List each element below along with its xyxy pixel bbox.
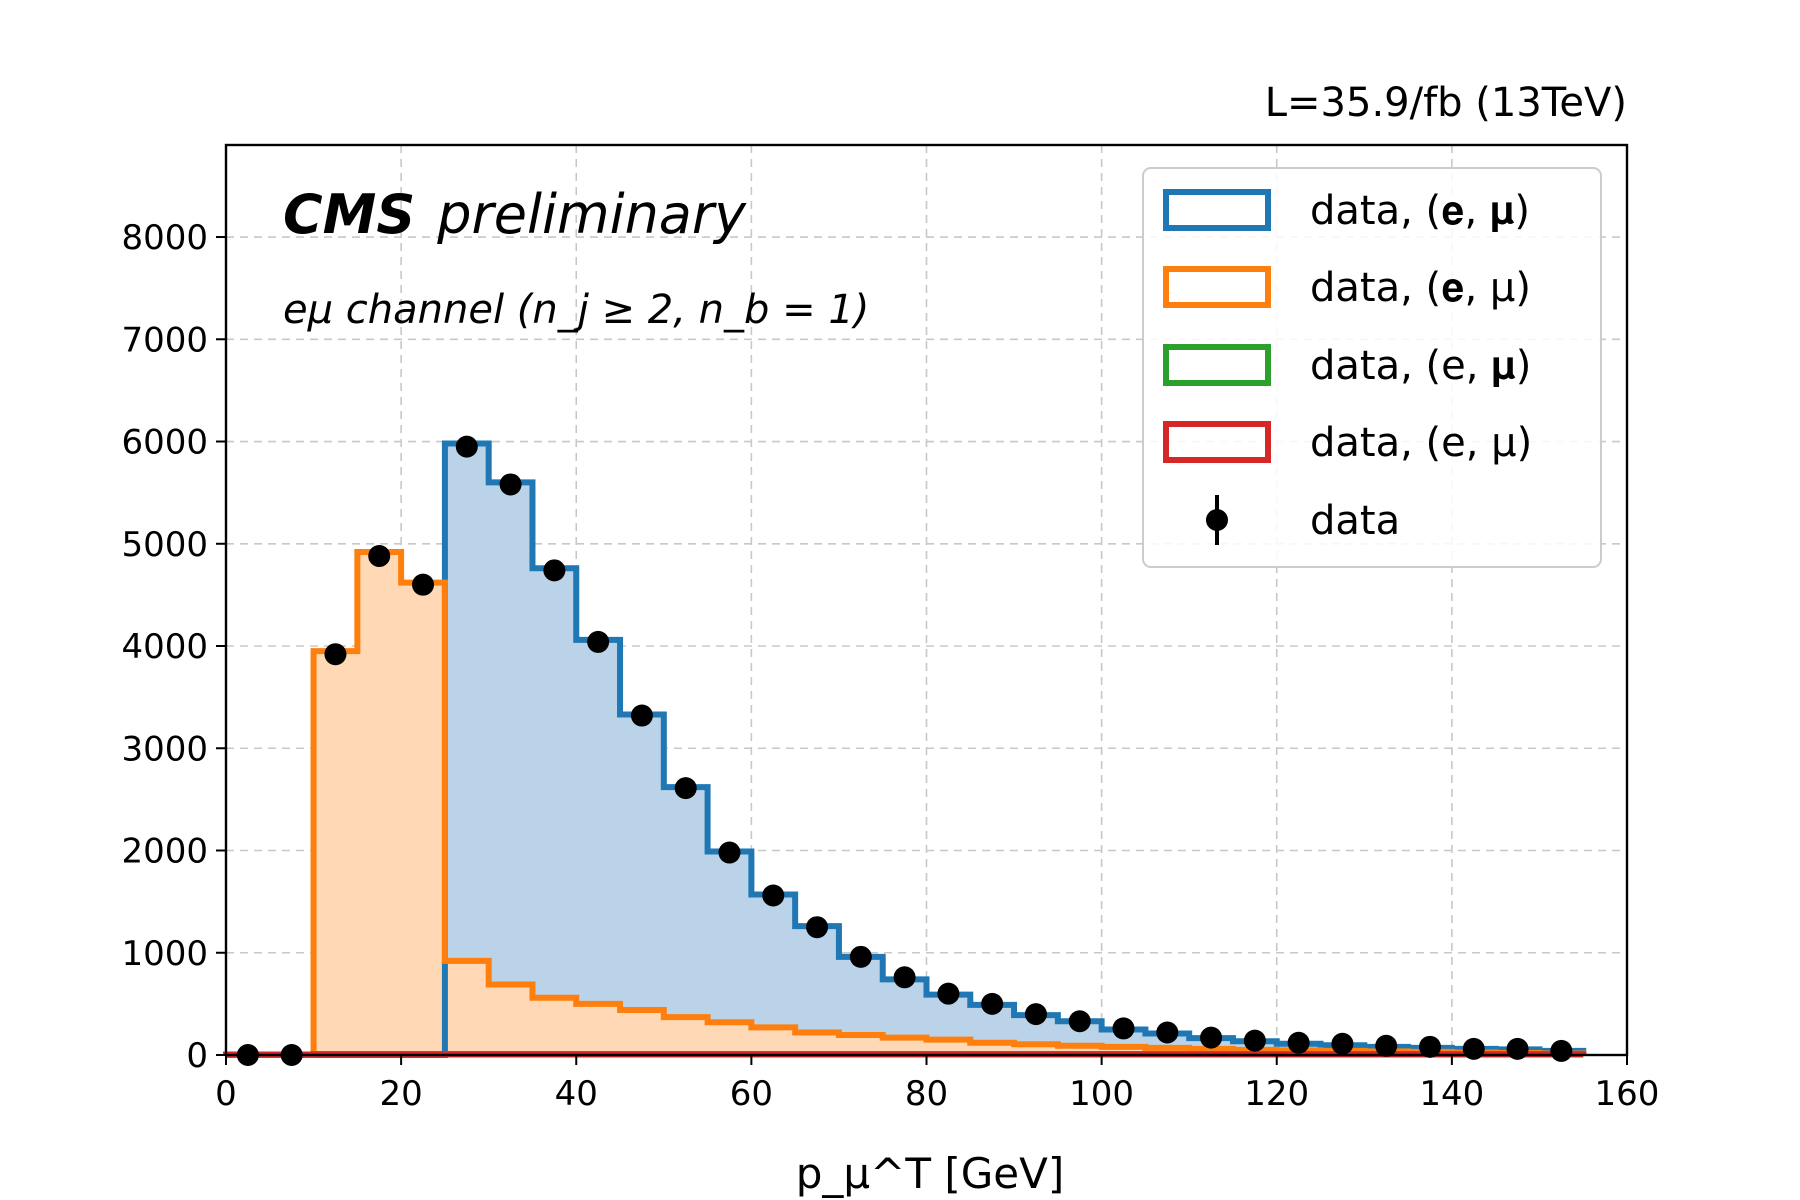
data-point: [849, 945, 872, 968]
data-point: [937, 982, 960, 1005]
data-point: [1375, 1034, 1398, 1057]
data-point: [1024, 1003, 1047, 1026]
data-point: [1112, 1017, 1135, 1040]
channel-label: eμ channel (n_j ≥ 2, n_b = 1): [283, 287, 869, 333]
data-point: [674, 777, 697, 800]
luminosity-label: L=35.9/fb (13TeV): [1265, 80, 1627, 126]
data-point: [630, 704, 653, 727]
data-point: [499, 473, 522, 496]
data-point: [1418, 1035, 1441, 1058]
y-tick-label: 7000: [121, 320, 208, 360]
data-point: [587, 630, 610, 653]
data-point: [893, 966, 916, 989]
data-point: [1506, 1037, 1529, 1060]
data-point: [1068, 1010, 1091, 1033]
y-tick-label: 4000: [121, 627, 208, 667]
y-tick-label: 8000: [121, 218, 208, 258]
x-tick-label: 20: [379, 1074, 422, 1114]
axis-ticks: 0 20 40 60 80 100 120 140 160 0 1000 2000 3000 4000 50…: [121, 218, 1659, 1114]
x-tick-label: 60: [730, 1074, 773, 1114]
data-point: [1331, 1032, 1354, 1055]
histogram-fill-0: [226, 443, 1584, 1056]
data-points: [236, 435, 1573, 1066]
preliminary-label: preliminary: [436, 183, 747, 246]
x-tick-label: 120: [1244, 1074, 1309, 1114]
y-tick-label: 6000: [121, 423, 208, 463]
legend-marker-data: [1206, 509, 1228, 531]
cms-preliminary-label: CMS preliminary: [283, 183, 747, 246]
y-tick-label: 2000: [121, 832, 208, 872]
x-tick-label: 100: [1069, 1074, 1134, 1114]
data-point: [1156, 1021, 1179, 1044]
data-point: [1550, 1039, 1573, 1062]
data-point: [981, 992, 1004, 1015]
legend-swatch-3: [1163, 421, 1271, 463]
data-point: [1287, 1031, 1310, 1054]
data-point: [1462, 1037, 1485, 1060]
data-point: [455, 435, 478, 458]
legend-label-1: data, (𝐞, μ): [1310, 265, 1531, 311]
x-tick-label: 140: [1419, 1074, 1484, 1114]
data-point: [762, 884, 785, 907]
data-point: [806, 916, 829, 939]
x-axis-label: p_μ^T [GeV]: [796, 1149, 1064, 1198]
data-point: [368, 545, 391, 568]
y-tick-label: 0: [186, 1036, 208, 1076]
y-tick-label: 1000: [121, 934, 208, 974]
x-tick-label: 160: [1595, 1074, 1660, 1114]
legend-label-2: data, (e, 𝛍): [1310, 343, 1531, 389]
legend-swatch-1: [1163, 266, 1271, 308]
legend-label-3: data, (e, μ): [1310, 420, 1532, 466]
y-tick-label: 3000: [121, 729, 208, 769]
cms-label: CMS: [283, 183, 415, 246]
legend-swatch-0: [1163, 189, 1271, 231]
legend: data, (𝐞, 𝛍) data, (𝐞, μ) data, (e, 𝛍) data…: [1142, 167, 1602, 568]
x-tick-label: 0: [215, 1074, 237, 1114]
data-point: [1243, 1029, 1266, 1052]
data-point: [324, 643, 347, 666]
data-point: [718, 841, 741, 864]
y-tick-label: 5000: [121, 525, 208, 565]
legend-label-data: data: [1310, 498, 1400, 544]
histogram-fills: [226, 443, 1584, 1056]
x-tick-label: 80: [905, 1074, 948, 1114]
data-point: [543, 559, 566, 582]
legend-swatch-2: [1163, 344, 1271, 386]
data-point: [1200, 1026, 1223, 1049]
histogram-fill-1: [226, 551, 1584, 1055]
legend-label-0: data, (𝐞, 𝛍): [1310, 188, 1530, 234]
data-point: [412, 573, 435, 596]
x-tick-label: 40: [555, 1074, 598, 1114]
